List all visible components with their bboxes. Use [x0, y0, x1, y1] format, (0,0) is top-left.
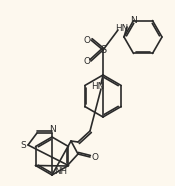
Text: HN: HN [91, 81, 105, 91]
Text: S: S [20, 140, 26, 150]
Text: O: O [83, 36, 90, 44]
Text: S: S [100, 45, 106, 55]
Text: NH: NH [54, 166, 68, 176]
Text: O: O [83, 57, 90, 65]
Text: N: N [130, 16, 137, 25]
Text: HN: HN [116, 23, 129, 33]
Text: N: N [50, 126, 56, 134]
Text: O: O [92, 153, 99, 161]
